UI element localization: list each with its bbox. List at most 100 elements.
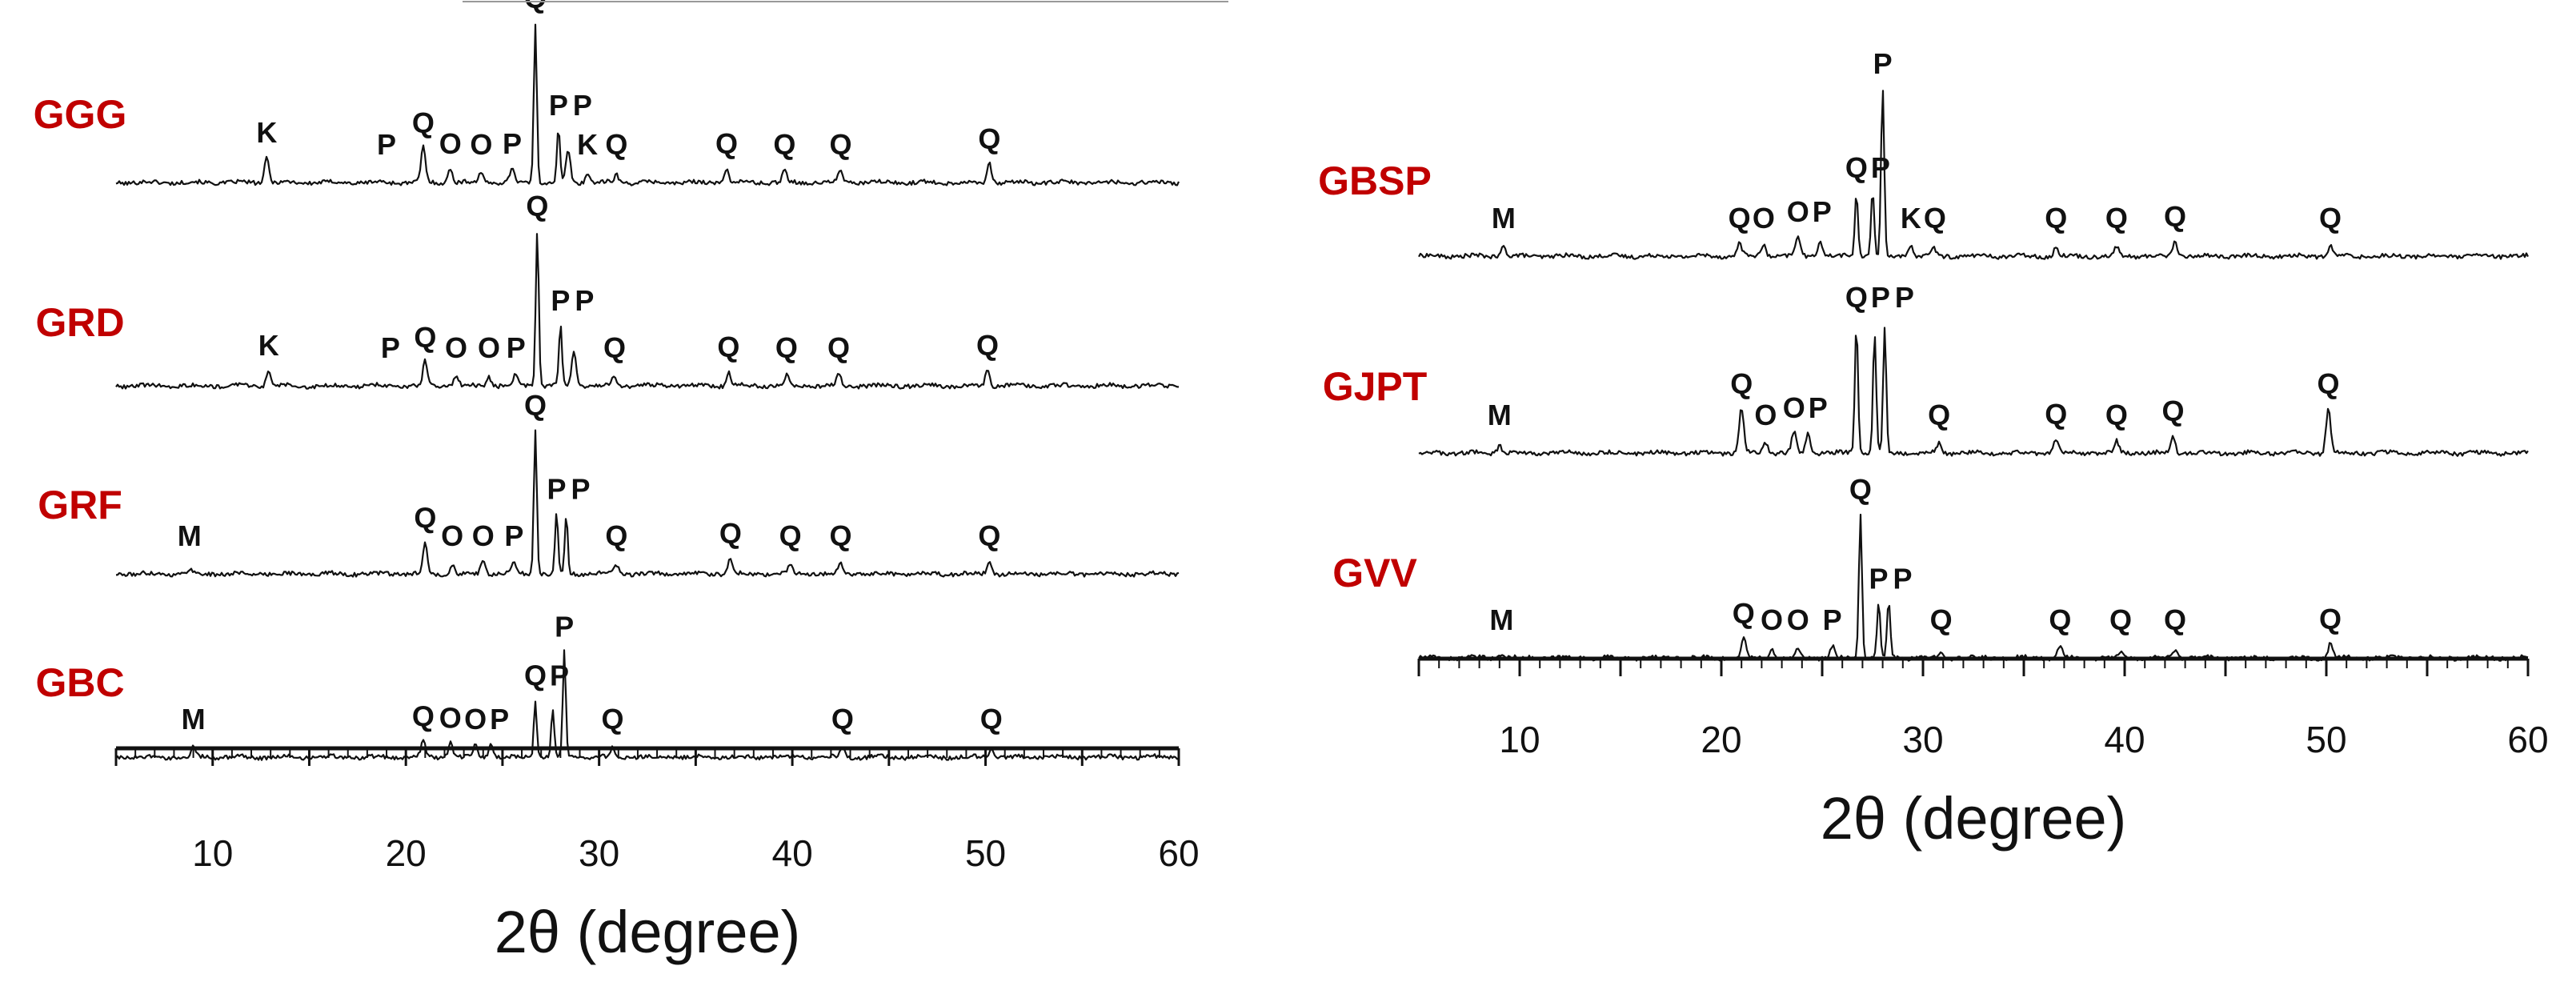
peak-label-q: Q [2319, 202, 2342, 234]
peak-label-p: P [1871, 151, 1890, 184]
peak-label-q: Q [414, 501, 436, 534]
peak-label-p: P [575, 284, 594, 317]
x-tick-label: 40 [772, 832, 813, 874]
peak-label-q: Q [779, 519, 802, 552]
peak-label-k: K [577, 128, 598, 161]
peak-label-q: Q [715, 127, 738, 160]
x-tick-label: 30 [579, 832, 619, 874]
peak-label-q: Q [829, 128, 851, 161]
peak-label-q: Q [1729, 202, 1751, 234]
peak-label-q: Q [526, 190, 548, 222]
x-tick-label: 20 [386, 832, 427, 874]
peak-label-p: P [490, 703, 509, 735]
peak-label-q: Q [2109, 603, 2132, 636]
peak-label-p: P [549, 89, 568, 122]
x-tick-label: 20 [1701, 719, 1741, 760]
x-tick-label: 50 [2306, 719, 2346, 760]
peak-label-o: O [1753, 202, 1775, 234]
peak-label-p: P [1893, 563, 1913, 595]
peak-label-q: Q [980, 703, 1003, 735]
x-axis-title: 2θ (degree) [495, 899, 801, 965]
peak-label-o: O [439, 701, 462, 734]
peak-label-o: O [478, 331, 500, 364]
peak-label-q: Q [524, 659, 547, 692]
peak-label-o: O [1787, 195, 1809, 228]
peak-label-p: P [550, 659, 569, 692]
x-axis-title: 2θ (degree) [1821, 785, 2127, 852]
peak-label-o: O [445, 331, 467, 364]
peak-label-q: Q [719, 517, 742, 550]
peak-label-p: P [547, 472, 567, 505]
peak-label-p: P [503, 127, 522, 160]
peak-label-q: Q [829, 519, 851, 552]
peak-label-q: Q [1930, 603, 1953, 636]
peak-label-p: P [573, 89, 592, 122]
x-tick-label: 40 [2104, 719, 2145, 760]
peak-label-q: Q [412, 700, 435, 733]
peak-label-p: P [1873, 47, 1893, 80]
peak-label-p: P [377, 128, 396, 161]
series-label: GGG [34, 92, 127, 137]
peak-label-q: Q [412, 106, 435, 139]
peak-label-m: M [1488, 399, 1512, 431]
peak-label-p: P [507, 331, 526, 364]
series-label: GRD [35, 300, 124, 345]
peak-label-q: Q [2319, 603, 2342, 635]
peak-label-p: P [1813, 195, 1832, 228]
peak-label-q: Q [1928, 399, 1950, 431]
peak-label-q: Q [978, 519, 1000, 552]
peak-label-p: P [555, 610, 574, 643]
x-tick-label: 30 [1902, 719, 1943, 760]
peak-label-p: P [381, 331, 400, 364]
peak-label-p: P [1823, 603, 1842, 636]
trace-grf [115, 429, 1180, 578]
peak-label-o: O [441, 519, 463, 552]
trace-gjpt [1418, 327, 2529, 457]
peak-label-p: P [551, 284, 570, 317]
peak-label-q: Q [1845, 151, 1868, 184]
peak-label-q: Q [775, 331, 798, 364]
peak-label-q: Q [1849, 473, 1872, 506]
peak-label-q: Q [2318, 367, 2340, 400]
series-label: GBSP [1318, 158, 1432, 203]
peak-label-q: Q [602, 703, 624, 735]
left-panel: GGGKPQOOPQPPKQQQQQGRDKPQOOPQPPQQQQQGRFMQ… [34, 0, 1228, 965]
peak-label-q: Q [2164, 603, 2186, 636]
peak-label-q: Q [524, 389, 547, 422]
peak-label-m: M [1489, 603, 1513, 636]
peak-label-q: Q [524, 0, 547, 14]
peak-label-p: P [1869, 563, 1889, 595]
peak-label-o: O [464, 703, 487, 735]
peak-label-m: M [182, 703, 206, 735]
x-tick-label: 10 [1499, 719, 1540, 760]
peak-label-p: P [1871, 281, 1890, 314]
peak-label-p: P [571, 472, 591, 505]
peak-label-o: O [1754, 399, 1777, 431]
peak-label-q: Q [1845, 281, 1868, 314]
series-label: GBC [35, 660, 124, 705]
series-label: GVV [1332, 551, 1417, 595]
peak-label-q: Q [976, 329, 999, 362]
x-tick-label: 60 [1158, 832, 1199, 874]
trace-gvv [1418, 513, 2529, 662]
x-tick-label: 50 [965, 832, 1006, 874]
peak-label-q: Q [2161, 395, 2184, 427]
trace-grd [115, 233, 1179, 390]
peak-label-p: P [504, 519, 523, 552]
peak-label-k: K [1901, 202, 1921, 234]
trace-gbc [115, 649, 1180, 761]
peak-label-o: O [470, 128, 492, 161]
peak-label-o: O [472, 519, 495, 552]
peak-label-q: Q [827, 331, 850, 364]
peak-label-q: Q [773, 128, 795, 161]
peak-label-q: Q [2045, 202, 2067, 234]
x-tick-label: 60 [2507, 719, 2548, 760]
peak-label-q: Q [2105, 202, 2128, 234]
trace-gbsp [1418, 90, 2529, 260]
peak-label-q: Q [831, 703, 854, 735]
peak-label-o: O [1787, 603, 1809, 636]
peak-label-q: Q [1733, 597, 1755, 630]
series-label: GJPT [1323, 364, 1428, 409]
